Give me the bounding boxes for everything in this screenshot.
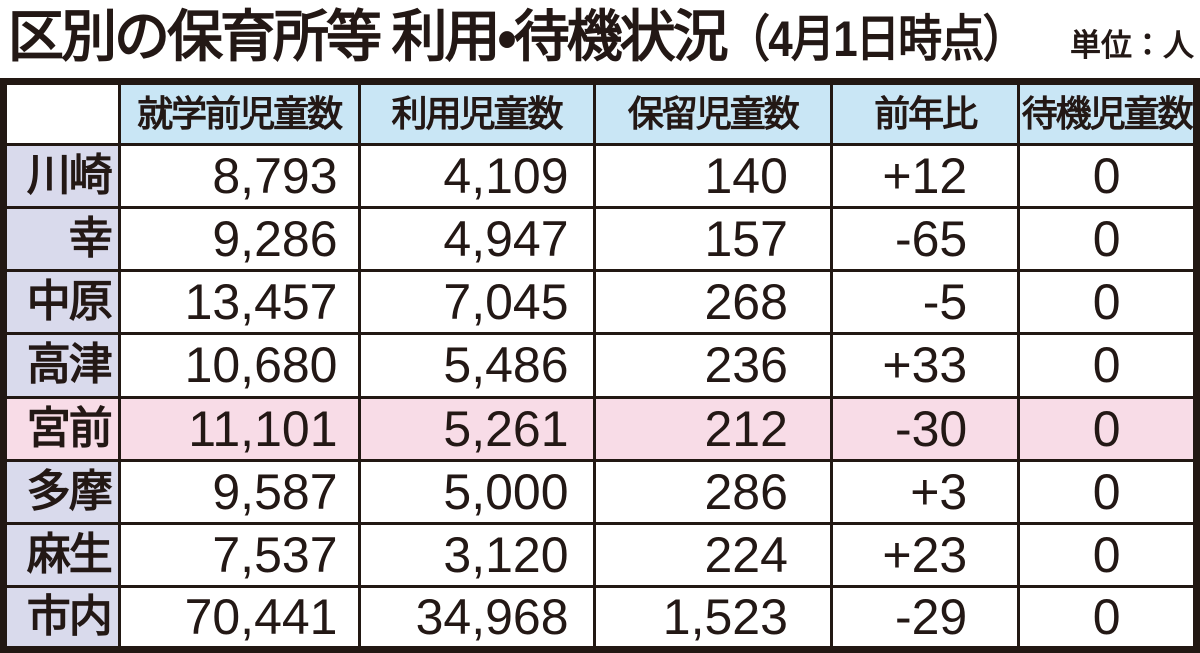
column-header-waitlisted-children: 待機児童数 <box>1017 80 1198 146</box>
table-row: 多摩 9,587 5,000 286 +3 0 <box>2 458 1198 525</box>
cell-value: 8,793 <box>117 142 361 210</box>
table-row: 市内 70,441 34,968 1,523 -29 0 <box>2 584 1198 652</box>
cell-value: 5,000 <box>357 458 596 525</box>
header-row: 就学前児童数 利用児童数 保留児童数 前年比 待機児童数 <box>2 80 1198 146</box>
cell-value: +12 <box>829 142 1021 210</box>
cell-value: 1,523 <box>592 584 833 652</box>
cell-value: 0 <box>1017 395 1198 462</box>
cell-value: 140 <box>592 142 833 210</box>
cell-value: +3 <box>829 458 1021 525</box>
cell-value: 4,947 <box>357 206 596 273</box>
page-title-main: 区別の保育所等 利用・待機状況 <box>8 5 729 68</box>
cell-value: 10,680 <box>117 332 361 399</box>
cell-value: 7,045 <box>357 269 596 336</box>
cell-value: +33 <box>829 332 1021 399</box>
table-row: 麻生 7,537 3,120 224 +23 0 <box>2 521 1198 588</box>
table-header: 就学前児童数 利用児童数 保留児童数 前年比 待機児童数 <box>2 80 1198 146</box>
cell-value: 70,441 <box>117 584 361 652</box>
cell-value: 11,101 <box>117 395 361 462</box>
cell-value: 0 <box>1017 142 1198 210</box>
column-header-pending-children: 保留児童数 <box>592 80 833 146</box>
row-label: 川崎 <box>2 142 121 210</box>
column-header-blank <box>2 80 121 146</box>
cell-value: -65 <box>829 206 1021 273</box>
table-body: 川崎 8,793 4,109 140 +12 0 幸 9,286 4,947 1… <box>2 142 1198 652</box>
cell-value: 157 <box>592 206 833 273</box>
cell-value: 0 <box>1017 458 1198 525</box>
column-header-preschool-children: 就学前児童数 <box>117 80 361 146</box>
cell-value: 9,286 <box>117 206 361 273</box>
page-title: 区別の保育所等 利用・待機状況（4月1日時点） <box>8 9 1065 65</box>
table-row: 川崎 8,793 4,109 140 +12 0 <box>2 142 1198 210</box>
column-header-enrolled-children: 利用児童数 <box>357 80 596 146</box>
childcare-status-table: 就学前児童数 利用児童数 保留児童数 前年比 待機児童数 川崎 8,793 4,… <box>0 78 1200 653</box>
cell-value: 5,261 <box>357 395 596 462</box>
cell-value: 3,120 <box>357 521 596 588</box>
cell-value: 0 <box>1017 332 1198 399</box>
cell-value: 7,537 <box>117 521 361 588</box>
cell-value: 9,587 <box>117 458 361 525</box>
row-label: 麻生 <box>2 521 121 588</box>
cell-value: 0 <box>1017 584 1198 652</box>
page-title-date: （4月1日時点） <box>725 11 1027 67</box>
cell-value: 236 <box>592 332 833 399</box>
title-bar: 区別の保育所等 利用・待機状況（4月1日時点） 単位：人 <box>0 0 1200 78</box>
cell-value: -5 <box>829 269 1021 336</box>
row-label: 宮前 <box>2 395 121 462</box>
table-row: 幸 9,286 4,947 157 -65 0 <box>2 206 1198 273</box>
row-label: 多摩 <box>2 458 121 525</box>
row-label: 中原 <box>2 269 121 336</box>
row-label: 幸 <box>2 206 121 273</box>
column-header-yoy-change: 前年比 <box>829 80 1021 146</box>
cell-value: 268 <box>592 269 833 336</box>
cell-value: 5,486 <box>357 332 596 399</box>
table-row: 中原 13,457 7,045 268 -5 0 <box>2 269 1198 336</box>
cell-value: -29 <box>829 584 1021 652</box>
cell-value: 0 <box>1017 521 1198 588</box>
table-row: 高津 10,680 5,486 236 +33 0 <box>2 332 1198 399</box>
cell-value: -30 <box>829 395 1021 462</box>
table-row: 宮前 11,101 5,261 212 -30 0 <box>2 395 1198 462</box>
cell-value: 212 <box>592 395 833 462</box>
cell-value: 224 <box>592 521 833 588</box>
row-label: 高津 <box>2 332 121 399</box>
cell-value: 13,457 <box>117 269 361 336</box>
cell-value: 4,109 <box>357 142 596 210</box>
cell-value: 0 <box>1017 269 1198 336</box>
cell-value: 34,968 <box>357 584 596 652</box>
cell-value: +23 <box>829 521 1021 588</box>
cell-value: 0 <box>1017 206 1198 273</box>
cell-value: 286 <box>592 458 833 525</box>
unit-label: 単位：人 <box>1070 27 1194 63</box>
row-label: 市内 <box>2 584 121 652</box>
